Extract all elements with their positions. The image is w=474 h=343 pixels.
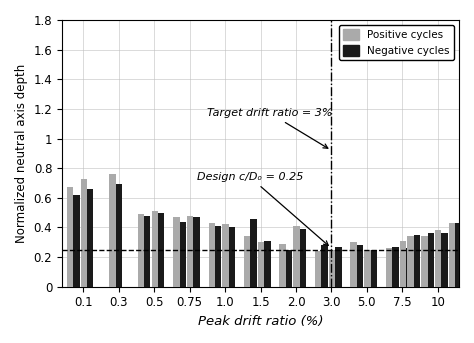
Bar [435,230,441,287]
Bar [193,217,200,287]
Bar [138,214,144,287]
Bar [144,216,150,287]
Bar [152,211,158,287]
Bar [244,236,250,287]
Bar [335,247,341,287]
Bar [67,187,73,287]
X-axis label: Peak drift ratio (%): Peak drift ratio (%) [198,315,323,328]
Bar [229,227,235,287]
Bar [421,236,428,287]
Bar [187,216,193,287]
Bar [408,236,414,287]
Bar [456,223,462,287]
Bar [215,226,221,287]
Bar [116,185,122,287]
Bar [364,250,371,287]
Bar [300,229,306,287]
Bar [357,245,363,287]
Bar [173,217,180,287]
Bar [264,241,271,287]
Bar [406,248,412,287]
Bar [414,235,420,287]
Bar [392,247,399,287]
Text: Design c/Dₒ = 0.25: Design c/Dₒ = 0.25 [197,172,328,246]
Bar [222,224,229,287]
Text: Target drift ratio = 3%: Target drift ratio = 3% [207,108,333,148]
Bar [109,174,116,287]
Bar [209,223,215,287]
Bar [400,241,406,287]
Bar [371,250,377,287]
Bar [286,250,292,287]
Bar [329,250,335,287]
Bar [73,195,80,287]
Bar [441,233,448,287]
Bar [428,233,434,287]
Bar [386,248,392,287]
Y-axis label: Normalized neutral axis depth: Normalized neutral axis depth [15,64,28,243]
Bar [321,245,328,287]
Legend: Positive cycles, Negative cycles: Positive cycles, Negative cycles [339,25,454,60]
Bar [315,251,321,287]
Bar [81,179,87,287]
Bar [350,242,357,287]
Bar [250,218,257,287]
Bar [258,242,264,287]
Bar [449,223,456,287]
Bar [180,222,186,287]
Bar [87,189,93,287]
Bar [293,226,300,287]
Bar [158,213,164,287]
Bar [280,244,286,287]
